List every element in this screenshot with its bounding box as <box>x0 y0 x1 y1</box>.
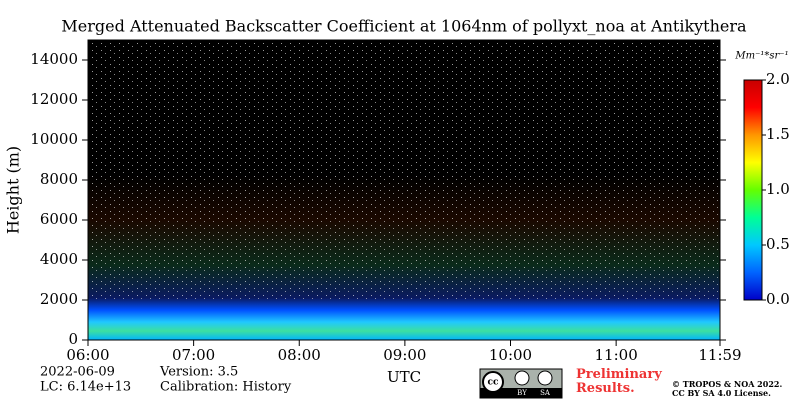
colorbar-tick-label: 0.0 <box>766 290 790 308</box>
chart-title: Merged Attenuated Backscatter Coefficien… <box>61 17 747 36</box>
y-axis-label: Height (m) <box>4 146 23 234</box>
notice-box: Preliminary Results. <box>576 368 662 396</box>
y-tick-label: 8000 <box>40 170 78 188</box>
x-tick-label: 09:00 <box>383 346 426 364</box>
copyright: CC BY SA 4.0 License. <box>672 388 771 398</box>
badge-cc: cc <box>488 378 499 388</box>
x-tick-label: 07:00 <box>172 346 215 364</box>
x-tick-label: 11:59 <box>698 346 741 364</box>
x-axis-label: UTC <box>387 368 421 386</box>
license-badge: cc BY SA <box>479 368 563 399</box>
colorbar <box>743 79 763 301</box>
y-tick-label: 6000 <box>40 210 78 228</box>
colorbar-tick-label: 2.0 <box>766 70 790 88</box>
plot-frame <box>87 39 721 341</box>
x-tick-label: 08:00 <box>278 346 321 364</box>
date: 2022-06-09 <box>40 365 115 380</box>
calibration: Calibration: History <box>160 380 292 395</box>
x-tick-label: 11:00 <box>595 346 638 364</box>
colorbar-label: Mm⁻¹*sr⁻¹ <box>734 51 788 62</box>
badge-by: BY <box>517 389 527 397</box>
copyright: © TROPOS & NOA 2022. <box>672 379 782 389</box>
y-tick-label: 0 <box>68 330 78 348</box>
y-tick-label: 10000 <box>30 130 78 148</box>
lc: LC: 6.14e+13 <box>40 380 131 395</box>
y-tick-label: 12000 <box>30 90 78 108</box>
x-tick-label: 10:00 <box>489 346 532 364</box>
y-tick-label: 14000 <box>30 50 78 68</box>
notice: Preliminary Results. <box>576 368 662 396</box>
heatmap-noise <box>88 40 720 300</box>
y-tick-label: 4000 <box>40 250 78 268</box>
y-tick-label: 2000 <box>40 290 78 308</box>
x-tick-label: 06:00 <box>66 346 109 364</box>
badge-sa: SA <box>540 389 551 397</box>
colorbar-tick-label: 1.5 <box>766 125 790 143</box>
version: Version: 3.5 <box>159 365 238 380</box>
colorbar-tick-label: 1.0 <box>766 180 790 198</box>
colorbar-tick-label: 0.5 <box>766 235 790 253</box>
